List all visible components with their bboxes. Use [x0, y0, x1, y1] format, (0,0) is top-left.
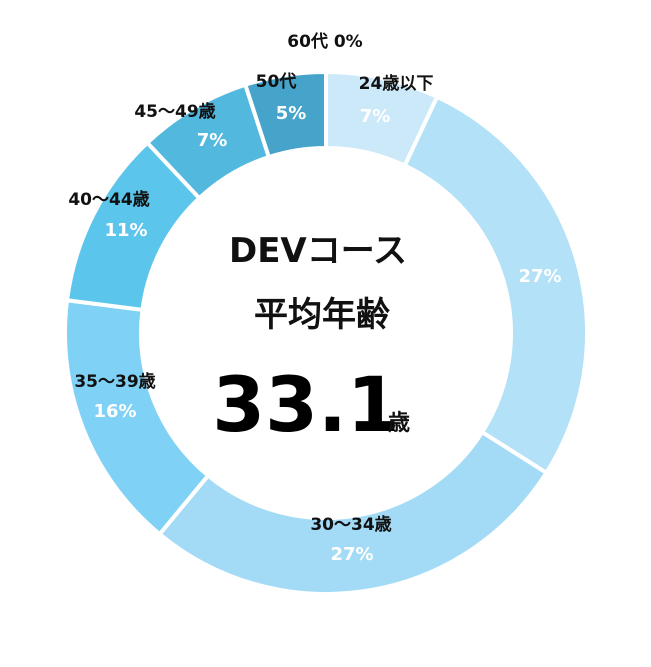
value-label-1: 7% [360, 106, 391, 127]
category-label-4: 35〜39歳 [74, 371, 155, 392]
category-label-5: 40〜44歳 [68, 189, 149, 210]
value-label-7: 5% [276, 103, 307, 124]
category-label-3: 30〜34歳 [310, 514, 391, 535]
donut-slices [63, 70, 589, 596]
value-label-2: 27% [518, 266, 561, 287]
category-label-8: 60代 0% [287, 31, 362, 52]
value-label-3: 27% [330, 544, 373, 565]
category-label-1: 24歳以下 [359, 73, 434, 94]
value-label-5: 11% [104, 220, 147, 241]
value-label-6: 7% [197, 130, 228, 151]
slice-7 [243, 70, 328, 160]
category-label-7: 50代 [256, 71, 297, 92]
center-title-line-2: 平均年齢 [254, 295, 390, 335]
slice-3 [157, 430, 549, 596]
center-average-value: 33.1 [212, 360, 400, 449]
value-label-4: 16% [93, 401, 136, 422]
center-title-line-1: DEVコース [229, 231, 407, 271]
category-label-6: 45〜49歳 [134, 101, 215, 122]
slice-2 [402, 94, 589, 475]
center-average-unit: 歳 [388, 411, 410, 436]
donut-labels: 24歳以下 7% 27% 30〜34歳 27% 35〜39歳 16% 40〜44歳 11% 45〜… [68, 31, 561, 565]
center-summary: DEVコース 平均年齢 33.1 歳 [212, 231, 410, 449]
